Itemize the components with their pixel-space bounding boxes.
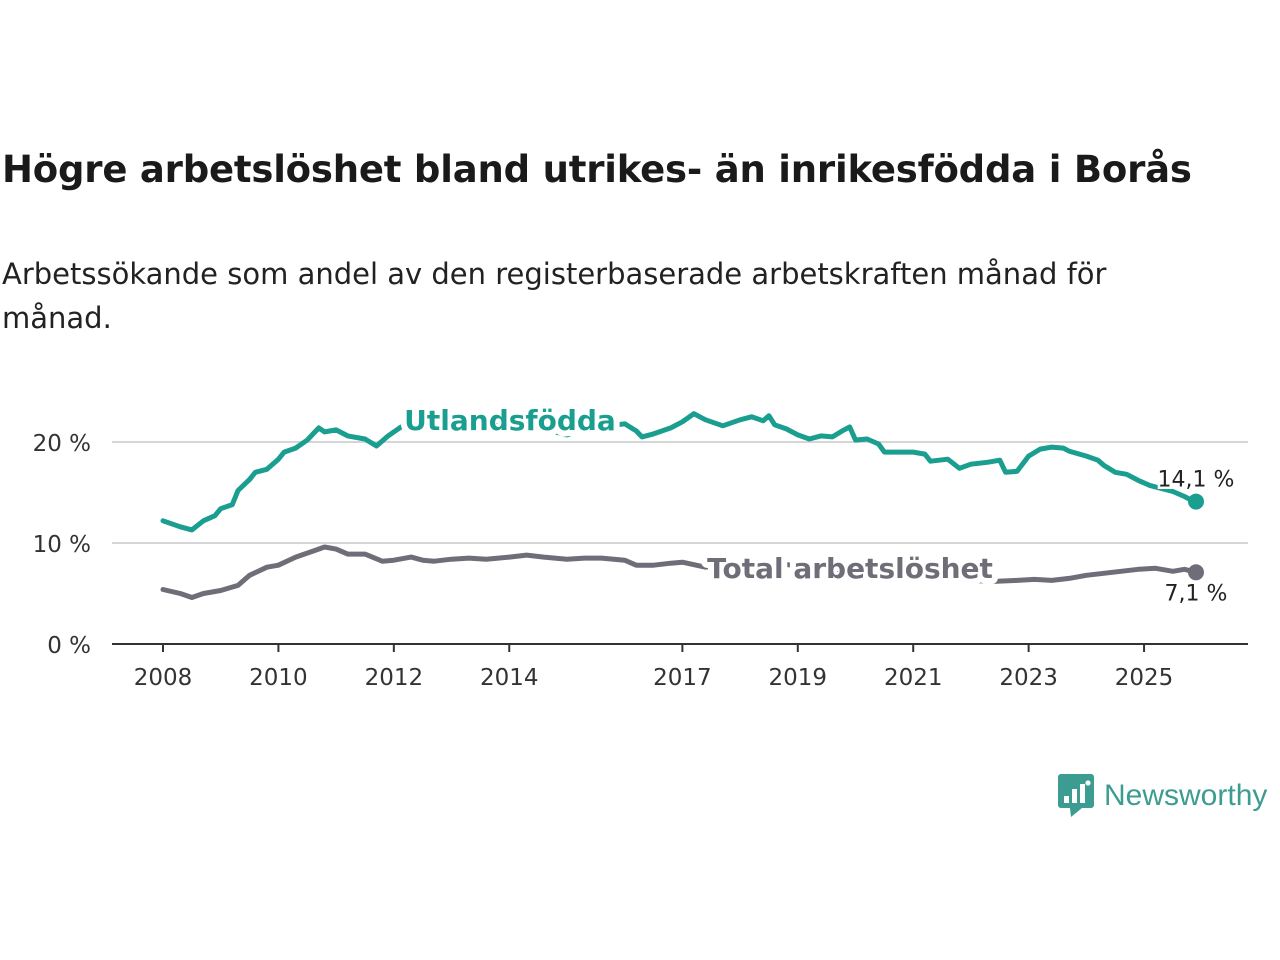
series-name-label: Total arbetslöshet xyxy=(707,552,993,585)
y-tick-label: 0 % xyxy=(47,633,91,659)
series-line-total xyxy=(160,544,1199,600)
series-end-value-label: 7,1 % xyxy=(1165,581,1228,606)
x-tick-label: 2019 xyxy=(769,665,828,691)
x-tick-label: 2025 xyxy=(1115,665,1174,691)
series-labels: 14,1 % 7,1 % Utlandsfödda Total arbetslöshe… xyxy=(398,398,1237,609)
series-end-marker xyxy=(1188,493,1204,510)
x-tick-label: 2008 xyxy=(134,665,193,691)
x-tick-label: 2021 xyxy=(884,665,943,691)
newsworthy-logo-icon xyxy=(1058,774,1094,817)
series-line-utlandsfodda xyxy=(160,411,1199,533)
newsworthy-logo: Newsworthy xyxy=(1058,774,1267,818)
series-end-marker xyxy=(1188,564,1204,581)
x-tick-label: 2023 xyxy=(999,665,1058,691)
chart-subtitle: Arbetssökande som andel av den registerb… xyxy=(2,257,1107,335)
y-tick-label: 20 % xyxy=(33,431,91,457)
y-tick-label: 10 % xyxy=(33,532,91,558)
x-tick-label: 2017 xyxy=(653,665,712,691)
x-tick-label: 2010 xyxy=(249,665,308,691)
y-axis: 0 % 10 % 20 % xyxy=(33,431,91,659)
chart-title: Högre arbetslöshet bland utrikes- än inr… xyxy=(2,148,1192,191)
series-name-label: Utlandsfödda xyxy=(404,404,616,437)
series-lines xyxy=(160,411,1204,600)
brand-name: Newsworthy xyxy=(1104,779,1268,812)
x-tick-label: 2012 xyxy=(365,665,424,691)
x-tick-label: 2014 xyxy=(480,665,539,691)
series-end-value-label: 14,1 % xyxy=(1158,468,1235,493)
x-axis: 2008 2010 2012 2014 2017 2019 2021 2023 2025 xyxy=(112,643,1248,691)
